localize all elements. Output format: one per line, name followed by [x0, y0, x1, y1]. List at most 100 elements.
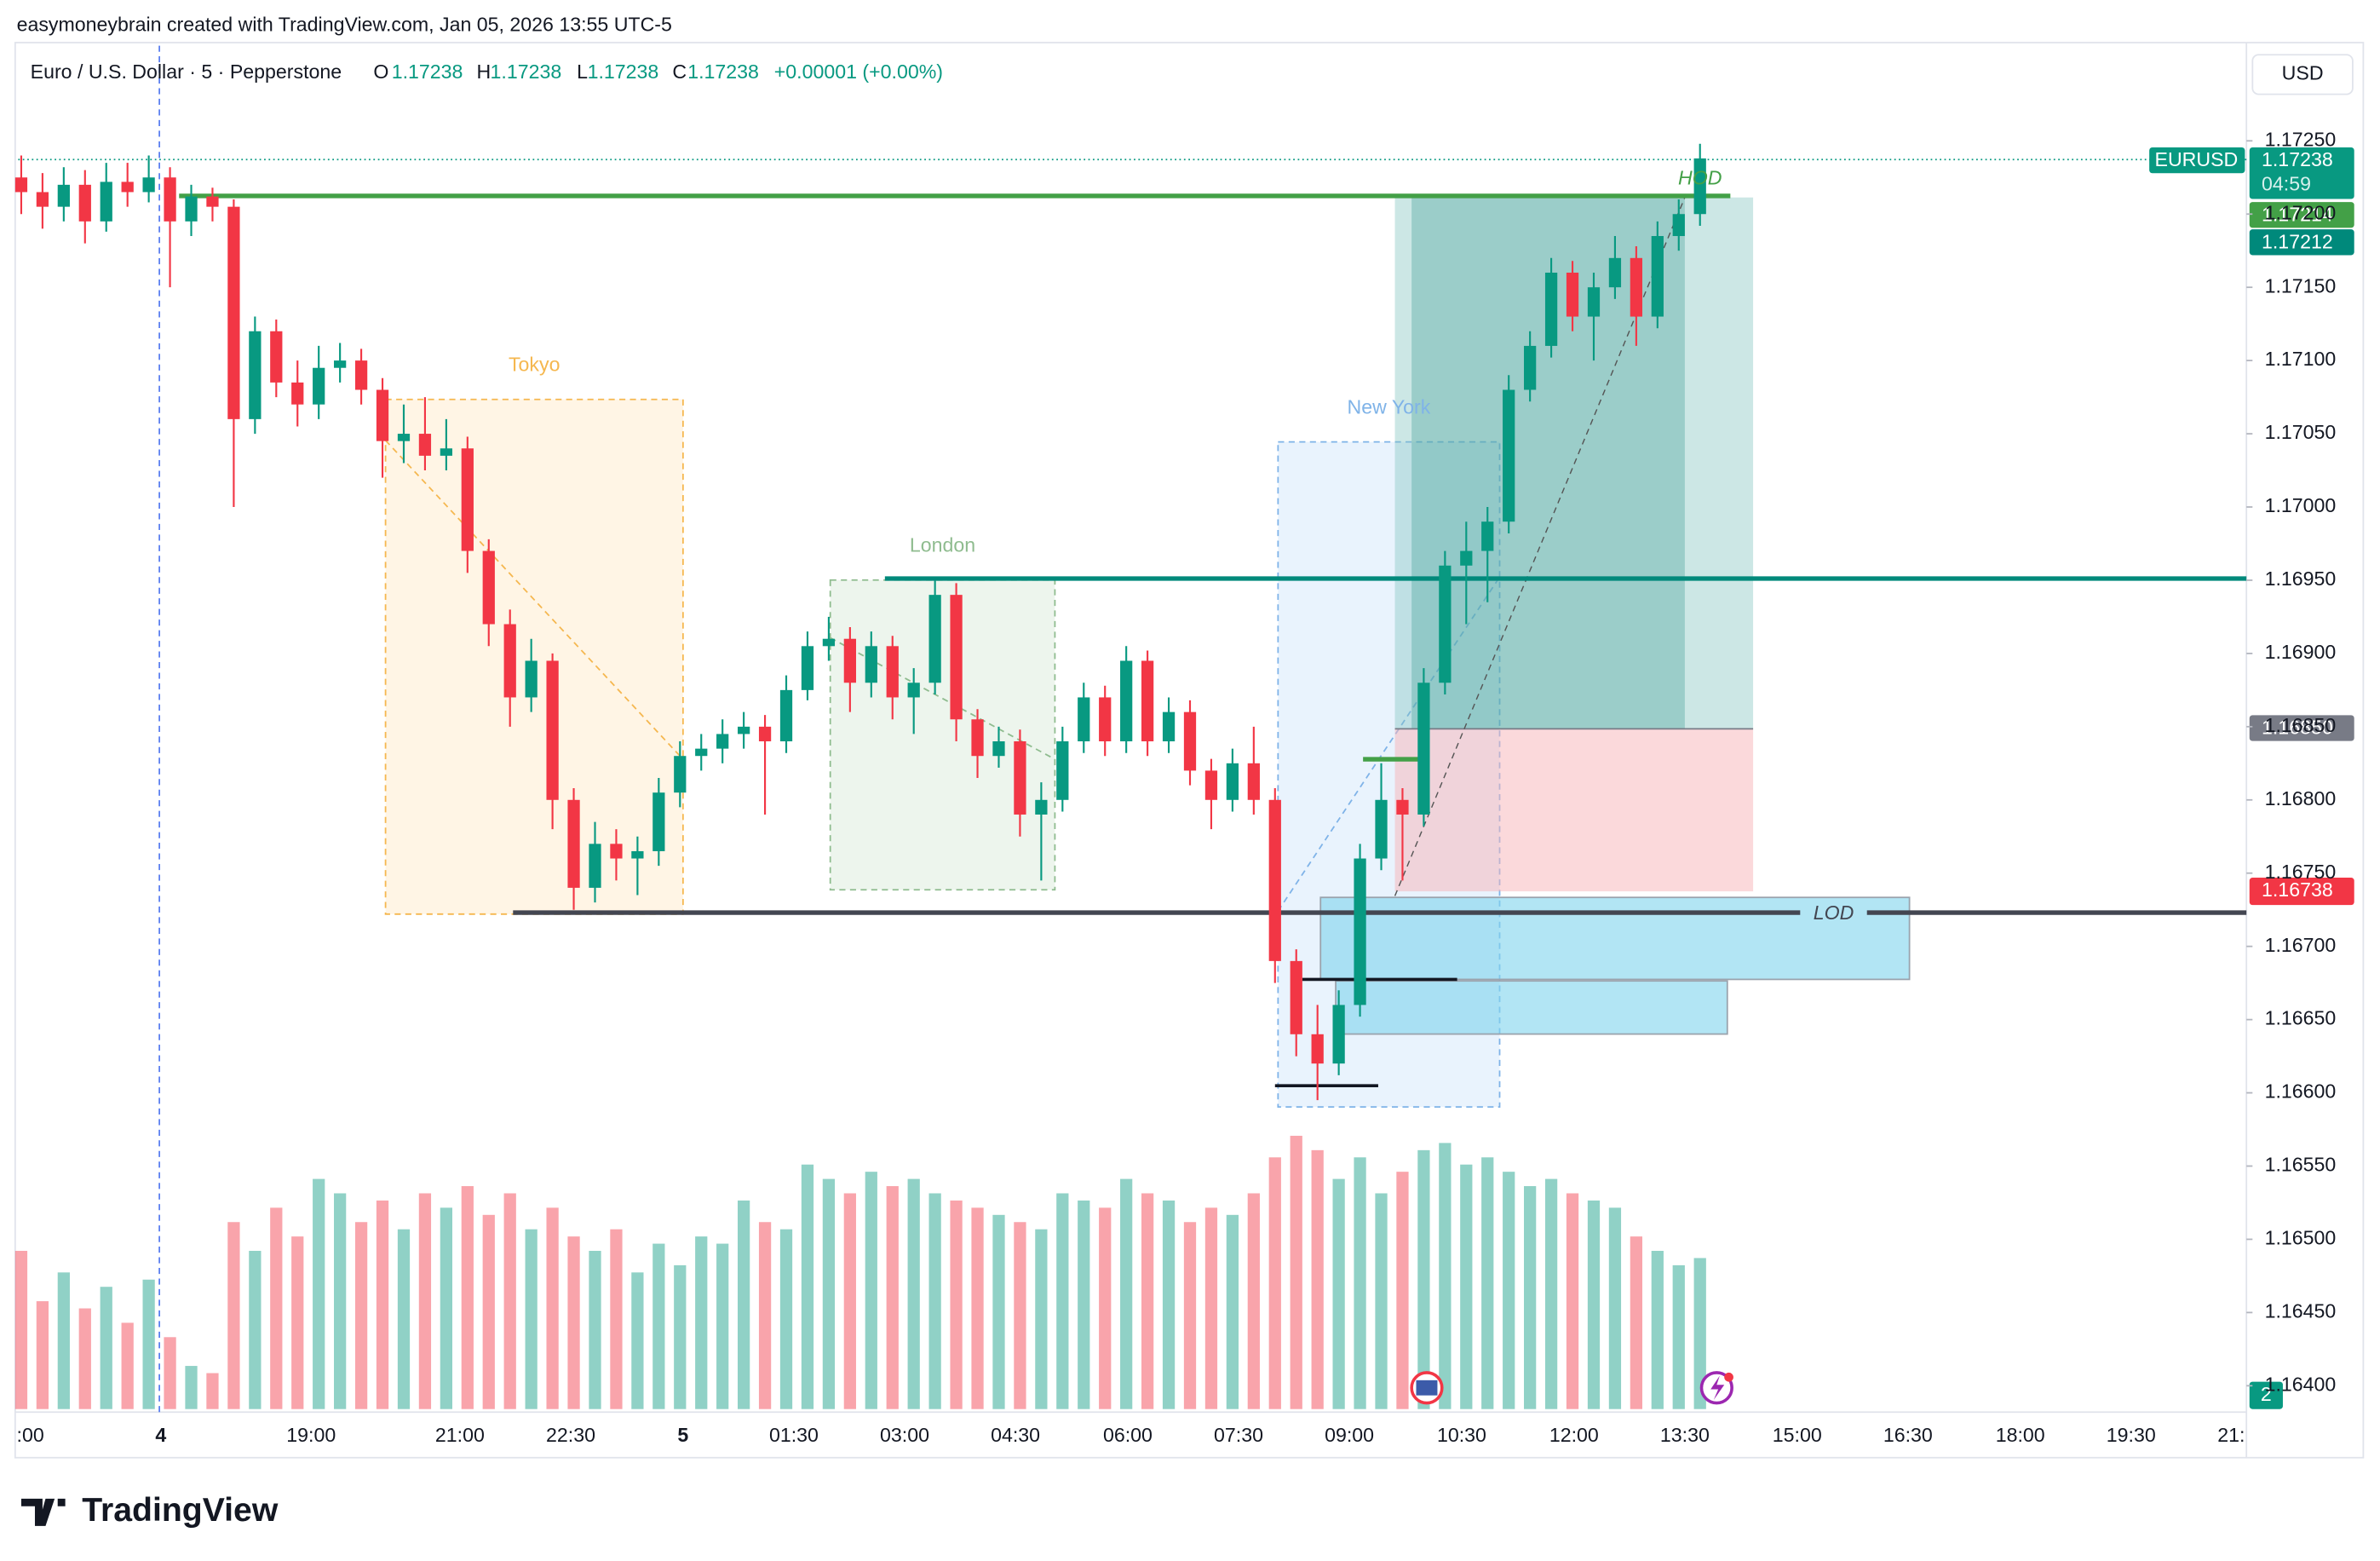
- y-tick-label: 1.17100: [2265, 348, 2337, 370]
- volume-bar: [779, 1229, 793, 1409]
- y-tick-label: 1.16750: [2265, 861, 2337, 883]
- candle-body: [1672, 214, 1685, 237]
- volume-bar: [1651, 1251, 1664, 1409]
- candle-body: [652, 792, 665, 851]
- candle-body: [1056, 741, 1069, 800]
- volume-bar: [525, 1229, 538, 1409]
- x-tick-label: :00: [17, 1424, 44, 1446]
- stop-price: 1.16738: [2262, 878, 2333, 901]
- candle-body: [525, 660, 538, 698]
- volume-bar: [249, 1251, 262, 1409]
- volume-bar: [100, 1287, 112, 1409]
- candle-body: [1141, 660, 1154, 742]
- volume-bar: [1481, 1157, 1494, 1409]
- loss-zone: [1394, 729, 1754, 892]
- volume-bar: [1014, 1222, 1026, 1409]
- candle-body: [185, 196, 198, 222]
- candle-body: [886, 646, 899, 698]
- candle-body: [397, 434, 411, 441]
- brand: TradingView: [82, 1492, 279, 1529]
- ohlc-value: 1.17238: [491, 60, 562, 83]
- candle-body: [1396, 799, 1409, 815]
- volume-bar: [1439, 1143, 1452, 1409]
- volume-bar: [418, 1193, 432, 1409]
- candle-body: [1439, 565, 1452, 683]
- y-tick-label: 1.16950: [2265, 567, 2337, 590]
- currency-box[interactable]: [2251, 54, 2354, 95]
- volume-bar: [992, 1214, 1005, 1409]
- volume-bar: [695, 1236, 708, 1409]
- volume-bar: [1056, 1193, 1069, 1409]
- candle-body: [121, 181, 134, 193]
- candle-body: [822, 638, 836, 647]
- event-alert-dot: [1724, 1372, 1733, 1382]
- x-tick-label: 09:00: [1325, 1424, 1374, 1446]
- volume-bar: [291, 1236, 304, 1409]
- lod-label: LOD: [1814, 901, 1854, 924]
- brand-logo: [20, 1498, 66, 1526]
- y-tick-label: 1.16600: [2265, 1080, 2337, 1103]
- volume-bar: [1141, 1193, 1154, 1409]
- volume-bar: [674, 1264, 687, 1409]
- volume-bar: [1587, 1200, 1601, 1409]
- candle-body: [461, 448, 474, 551]
- tokyo-diagonal: [384, 440, 684, 760]
- y-tick-label: 1.16900: [2265, 641, 2337, 663]
- volume-bar: [843, 1193, 856, 1409]
- volume-bar: [1247, 1193, 1260, 1409]
- volume-bar: [652, 1243, 665, 1409]
- x-tick-label: 04:30: [991, 1424, 1040, 1446]
- volume-bar: [1566, 1193, 1579, 1409]
- badge-count[interactable]: 2: [2261, 1383, 2272, 1405]
- candle-layer: [14, 143, 1706, 1101]
- x-tick-label: 19:30: [2107, 1424, 2156, 1446]
- x-tick-label: 5: [677, 1424, 688, 1446]
- volume-bar: [14, 1251, 28, 1409]
- x-tick-label: 13:30: [1660, 1424, 1710, 1446]
- volume-bar: [78, 1308, 91, 1409]
- badge[interactable]: [2249, 1381, 2283, 1409]
- volume-bar: [1226, 1214, 1239, 1409]
- volume-bar: [567, 1236, 580, 1409]
- ohlc-key: C: [672, 60, 687, 83]
- volume-bar: [397, 1229, 411, 1409]
- event-flag: [1416, 1380, 1438, 1396]
- candle-body: [440, 448, 453, 456]
- volume-bar: [1354, 1157, 1366, 1409]
- candle-body: [610, 844, 623, 859]
- volume-bar: [1268, 1157, 1281, 1409]
- ticker: EURUSD: [2155, 148, 2239, 170]
- session-label: New York: [1348, 396, 1431, 418]
- volume-bar: [461, 1186, 474, 1409]
- session-label: Tokyo: [509, 354, 561, 376]
- candle-body: [1566, 272, 1579, 317]
- y-tick-label: 1.17150: [2265, 274, 2337, 297]
- volume-bar: [716, 1243, 729, 1409]
- candle-body: [1183, 711, 1197, 771]
- volume-bar: [376, 1200, 389, 1409]
- candle-body: [249, 331, 262, 419]
- volume-bar: [1672, 1264, 1685, 1409]
- candle-body: [57, 184, 70, 207]
- currency[interactable]: USD: [2282, 62, 2324, 84]
- ohlc-value: 1.17238: [588, 60, 659, 83]
- candle-body: [950, 595, 963, 720]
- volume-bar: [1078, 1200, 1090, 1409]
- symbol-title: Euro / U.S. Dollar · 5 · Pepperstone: [31, 60, 342, 83]
- candle-body: [78, 184, 91, 222]
- candle-body: [1290, 960, 1302, 1034]
- candle-body: [1524, 345, 1537, 390]
- y-tick-label: 1.17200: [2265, 201, 2337, 223]
- candle-body: [1204, 770, 1218, 800]
- candle-body: [1162, 711, 1176, 742]
- candle-body: [1226, 763, 1239, 800]
- ticker-tag: [2149, 147, 2245, 174]
- volume-bar: [1608, 1207, 1622, 1409]
- hod-label: HOD: [1678, 166, 1722, 188]
- candle-body: [758, 726, 772, 742]
- candle-body: [1481, 521, 1494, 551]
- candle-body: [971, 719, 984, 757]
- volume-bar: [270, 1207, 283, 1409]
- ohlc-value: 1.17238: [392, 60, 463, 83]
